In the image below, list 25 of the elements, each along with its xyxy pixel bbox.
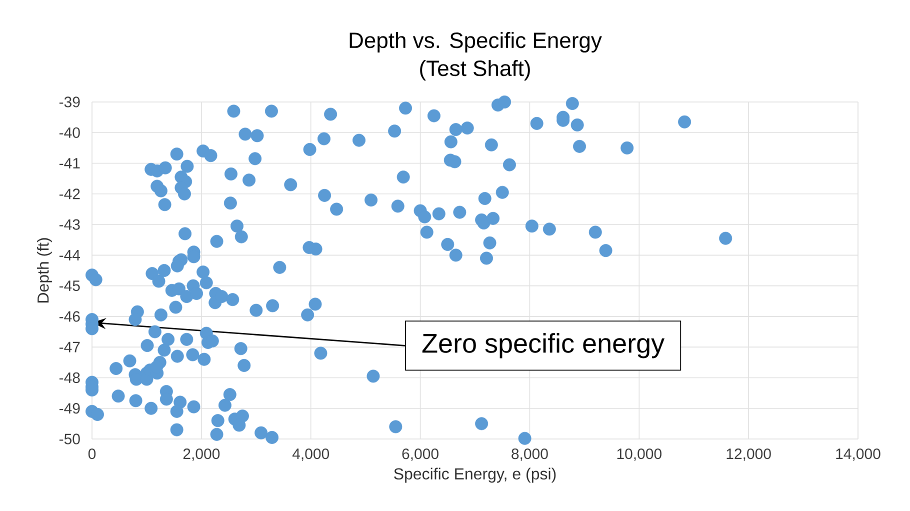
x-tick-label: 2,000 [183,448,220,461]
annotation: Zero specific energy [422,333,665,358]
x-tick-label: 10,000 [617,448,662,461]
x-tick-label: 12,000 [726,448,771,461]
y-tick-label: -42 [59,188,80,200]
chart-subtitle: (Test Shaft) [420,60,530,80]
x-axis-title: Specific Energy, e (psi) [394,468,556,483]
y-axis-title: Depth (ft) [37,238,52,303]
y-tick-label: -48 [59,372,80,384]
x-tick-label: 6,000 [402,448,438,461]
y-tick-label: -41 [59,158,80,168]
y-tick-label: -47 [59,342,80,352]
x-tick-label: 14,000 [836,448,880,461]
y-tick-label: -40 [59,127,80,138]
y-tick-label: -45 [59,280,80,292]
y-tick-label: -43 [59,219,80,230]
y-tick-label: -50 [59,434,80,444]
chart-title: Depth vs. Specific Energy [350,32,602,52]
x-tick-label: 0 [88,448,96,460]
x-tick-label: 4,000 [292,448,330,461]
y-tick-label: -44 [59,250,80,260]
x-tick-label: 8,000 [512,448,548,461]
y-tick-label: -39 [59,96,80,108]
y-tick-label: -46 [59,311,80,322]
y-tick-label: -49 [59,403,80,414]
